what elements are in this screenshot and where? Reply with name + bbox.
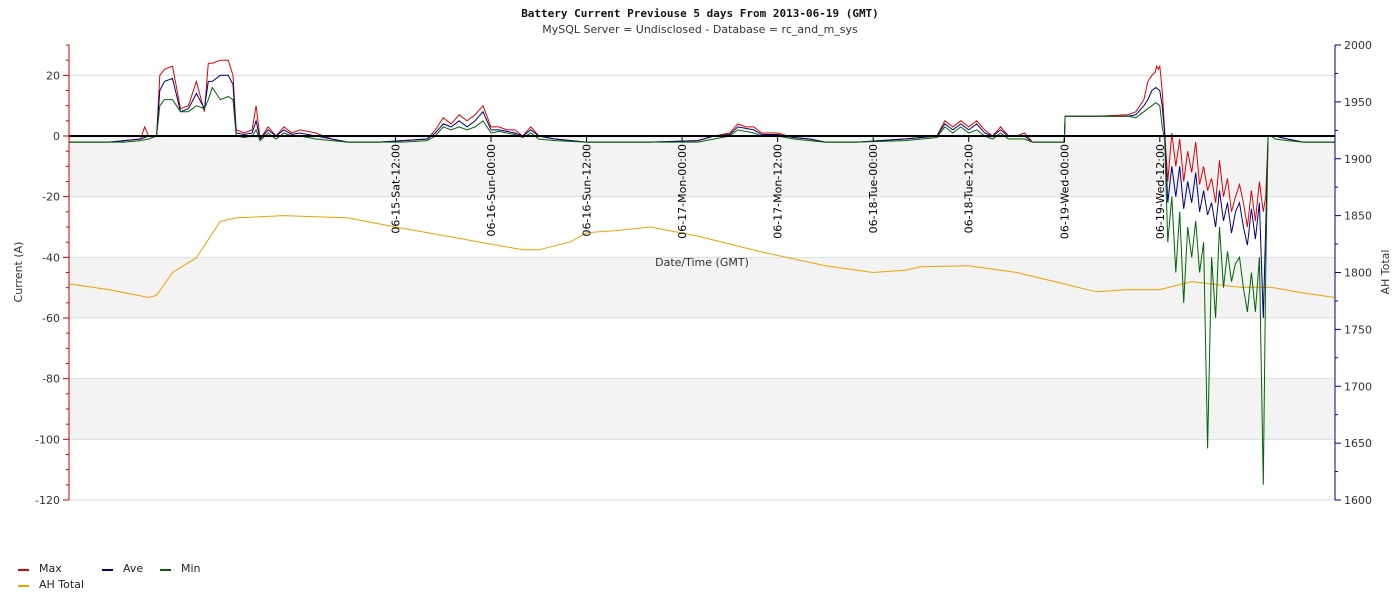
y2-tick-label: 1800 <box>1344 267 1372 280</box>
y2-tick-label: 1900 <box>1344 153 1372 166</box>
legend-item: Min <box>160 562 201 575</box>
x-tick-label: 06-17-Mon-12:00 <box>772 144 785 239</box>
x-axis-title: Date/Time (GMT) <box>655 256 749 269</box>
y-tick-label: -120 <box>35 494 60 507</box>
y2-tick-label: 2000 <box>1344 39 1372 52</box>
series-line-ave <box>69 74 1335 319</box>
x-tick-label: 06-17-Mon-00:00 <box>676 144 689 239</box>
x-tick-label: 06-18-Tue-12:00 <box>963 144 976 233</box>
y-tick-label: -20 <box>42 191 60 204</box>
series-line-ah-total <box>68 215 1336 299</box>
y-tick-label: -80 <box>42 373 60 386</box>
legend-label: Min <box>181 562 201 575</box>
y2-tick-label: 1950 <box>1344 96 1372 109</box>
background-band <box>69 378 1335 440</box>
legend-item: Ave <box>102 562 143 575</box>
y-axis-left: 20 0 -20 -40 -60 -80 -100 -120 <box>35 44 70 507</box>
y2-tick-label: 1850 <box>1344 210 1372 223</box>
x-tick-label: 06-15-Sat-12:00 <box>389 144 402 234</box>
legend-item: Max <box>18 562 62 575</box>
x-tick-label: 06-19-Wed-00:00 <box>1058 144 1071 239</box>
y-tick-label: 20 <box>46 69 60 82</box>
x-tick-label: 06-16-Sun-12:00 <box>581 144 594 237</box>
y-tick-label: 0 <box>53 130 60 143</box>
legend-label: Ave <box>123 562 143 575</box>
legend: Max Ave Min AH Total <box>18 562 201 591</box>
y-tick-label: -100 <box>35 433 60 446</box>
legend-item: AH Total <box>18 578 84 591</box>
chart-title: Battery Current Previouse 5 days From 20… <box>521 7 879 20</box>
series-layer <box>68 59 1336 485</box>
x-tick-label: 06-16-Sun-00:00 <box>485 144 498 237</box>
y2-tick-label: 1750 <box>1344 323 1372 336</box>
y2-tick-label: 1650 <box>1344 437 1372 450</box>
background-band <box>69 136 1335 197</box>
x-axis-ticks: 06-15-Sat-12:00 06-16-Sun-00:00 06-16-Sun-… <box>389 136 1167 239</box>
chart-subtitle: MySQL Server = Undisclosed - Database = … <box>542 23 858 36</box>
legend-label: Max <box>39 562 62 575</box>
x-tick-label: 06-19-Wed-12:00 <box>1154 144 1167 239</box>
y-tick-label: -40 <box>42 251 60 264</box>
y-axis-title: Current (A) <box>12 242 25 303</box>
y-tick-label: -60 <box>42 312 60 325</box>
y2-tick-label: 1700 <box>1344 380 1372 393</box>
legend-label: AH Total <box>39 578 84 591</box>
y2-tick-label: 1600 <box>1344 494 1372 507</box>
background-bands <box>69 136 1335 440</box>
x-tick-label: 06-18-Tue-00:00 <box>867 144 880 233</box>
y-axis-right: 2000 1950 1900 1850 1800 1750 1700 1650 1600 <box>1334 39 1372 507</box>
background-band <box>69 257 1335 318</box>
y2-axis-title: AH Total <box>1379 250 1392 295</box>
